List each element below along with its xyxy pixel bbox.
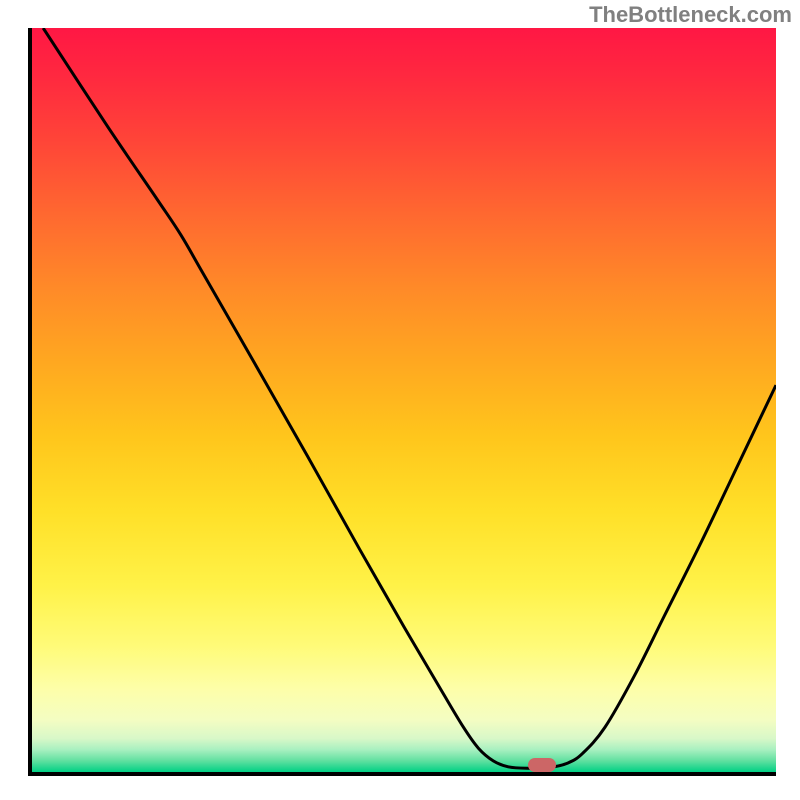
chart-container: TheBottleneck.com <box>0 0 800 800</box>
optimal-marker <box>528 758 556 772</box>
bottleneck-curve <box>32 28 776 772</box>
watermark-text: TheBottleneck.com <box>589 2 792 28</box>
plot-area <box>28 28 776 776</box>
